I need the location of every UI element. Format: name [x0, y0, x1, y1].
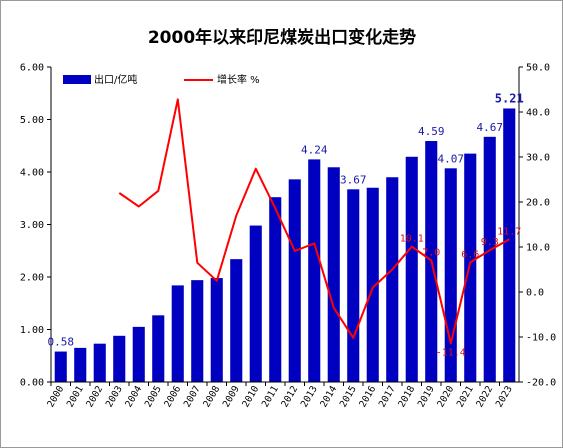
- bar-2007: [191, 280, 204, 382]
- bar-2008: [210, 278, 223, 382]
- left-tick-label: 6.00: [20, 63, 44, 74]
- legend-bar-label: 出口/亿吨: [94, 73, 137, 86]
- x-tick-label: 2001: [65, 384, 86, 410]
- bar-2004: [132, 326, 145, 382]
- x-tick-label: 2019: [416, 384, 437, 410]
- bar-2001: [74, 347, 87, 382]
- x-tick-label: 2002: [84, 384, 105, 409]
- bar-2017: [386, 177, 399, 382]
- growth-value-label: 6.6: [461, 249, 479, 260]
- x-tick-label: 2014: [318, 384, 339, 410]
- x-tick-label: 2003: [104, 384, 125, 409]
- bar-2012: [288, 179, 301, 382]
- growth-value-label: 11.7: [497, 226, 521, 237]
- right-tick-label: 40.0: [526, 108, 550, 119]
- bar-value-label: 0.58: [48, 336, 75, 349]
- chart-title: 2000年以来印尼煤炭出口变化走势: [148, 27, 416, 48]
- x-tick-label: 2007: [182, 384, 203, 409]
- bar-2022: [483, 136, 496, 382]
- x-tick-label: 2011: [260, 384, 281, 410]
- bar-2010: [249, 225, 262, 382]
- left-tick-label: 0.00: [20, 378, 44, 389]
- bar-2018: [405, 156, 418, 382]
- x-tick-label: 2004: [123, 384, 144, 410]
- right-tick-label: 0.0: [526, 288, 544, 299]
- legend-bar-swatch: [63, 75, 91, 84]
- bar-2006: [171, 285, 184, 382]
- bar-value-label: 5.21: [495, 91, 524, 105]
- bar-value-label: 4.67: [477, 121, 504, 134]
- growth-value-label: 10.1: [400, 234, 424, 245]
- bar-2005: [152, 315, 165, 382]
- x-tick-label: 2005: [143, 384, 164, 409]
- bar-value-label: 3.67: [340, 173, 367, 186]
- x-tick-label: 2013: [299, 384, 320, 409]
- left-tick-label: 2.00: [20, 273, 44, 284]
- bar-2023: [503, 108, 516, 382]
- x-tick-label: 2018: [396, 384, 417, 410]
- bar-value-label: 4.59: [418, 125, 445, 138]
- x-tick-label: 2021: [455, 384, 476, 410]
- bar-2014: [327, 167, 340, 382]
- data-labels-group: 0.58 4.24 3.67 4.59 4.07 4.67 5.21 10.1 7.0 -11.4…: [48, 91, 524, 358]
- bar-2009: [230, 259, 243, 382]
- x-tick-label: 2016: [357, 384, 378, 410]
- x-tick-label: 2017: [377, 384, 398, 409]
- right-tick-label: -10.0: [526, 333, 556, 344]
- x-tick-label: 2012: [279, 384, 300, 409]
- legend: 出口/亿吨 增长率 %: [63, 73, 260, 86]
- x-tick-label: 2009: [221, 384, 242, 410]
- bars-group: [54, 108, 516, 382]
- bar-2000: [54, 351, 67, 382]
- x-tick-label: 2008: [201, 384, 222, 410]
- bar-value-label: 4.24: [301, 143, 328, 156]
- left-tick-label: 3.00: [20, 220, 44, 231]
- bar-2021: [464, 153, 477, 382]
- left-tick-label: 1.00: [20, 325, 44, 336]
- left-tick-label: 5.00: [20, 115, 44, 126]
- x-tick-label: 2015: [338, 384, 359, 409]
- bar-2003: [113, 335, 126, 382]
- growth-value-label: -11.4: [436, 347, 466, 358]
- growth-value-label: 9.3: [481, 237, 499, 248]
- left-tick-label: 4.00: [20, 168, 44, 179]
- x-tick-label: 2006: [162, 384, 183, 410]
- right-tick-label: 50.0: [526, 63, 550, 74]
- growth-line-group: [118, 98, 510, 345]
- x-tick-label: 2022: [474, 384, 495, 409]
- x-tick-label: 2023: [494, 384, 515, 409]
- right-tick-label: 20.0: [526, 198, 550, 209]
- x-tick-label: 2020: [435, 384, 456, 410]
- x-tick-label: 2010: [240, 384, 261, 410]
- right-tick-label: -20.0: [526, 378, 556, 389]
- bar-2015: [347, 189, 360, 382]
- growth-value-label: 7.0: [422, 248, 440, 259]
- right-tick-label: 30.0: [526, 153, 550, 164]
- bar-2011: [269, 197, 282, 382]
- bar-2013: [308, 159, 321, 382]
- legend-line-label: 增长率 %: [217, 73, 260, 86]
- bar-value-label: 4.07: [438, 152, 465, 165]
- bar-2016: [366, 187, 379, 382]
- x-tick-label: 2000: [45, 384, 66, 410]
- right-tick-label: 10.0: [526, 243, 550, 254]
- growth-line-path: [118, 98, 510, 345]
- bar-2002: [93, 343, 106, 382]
